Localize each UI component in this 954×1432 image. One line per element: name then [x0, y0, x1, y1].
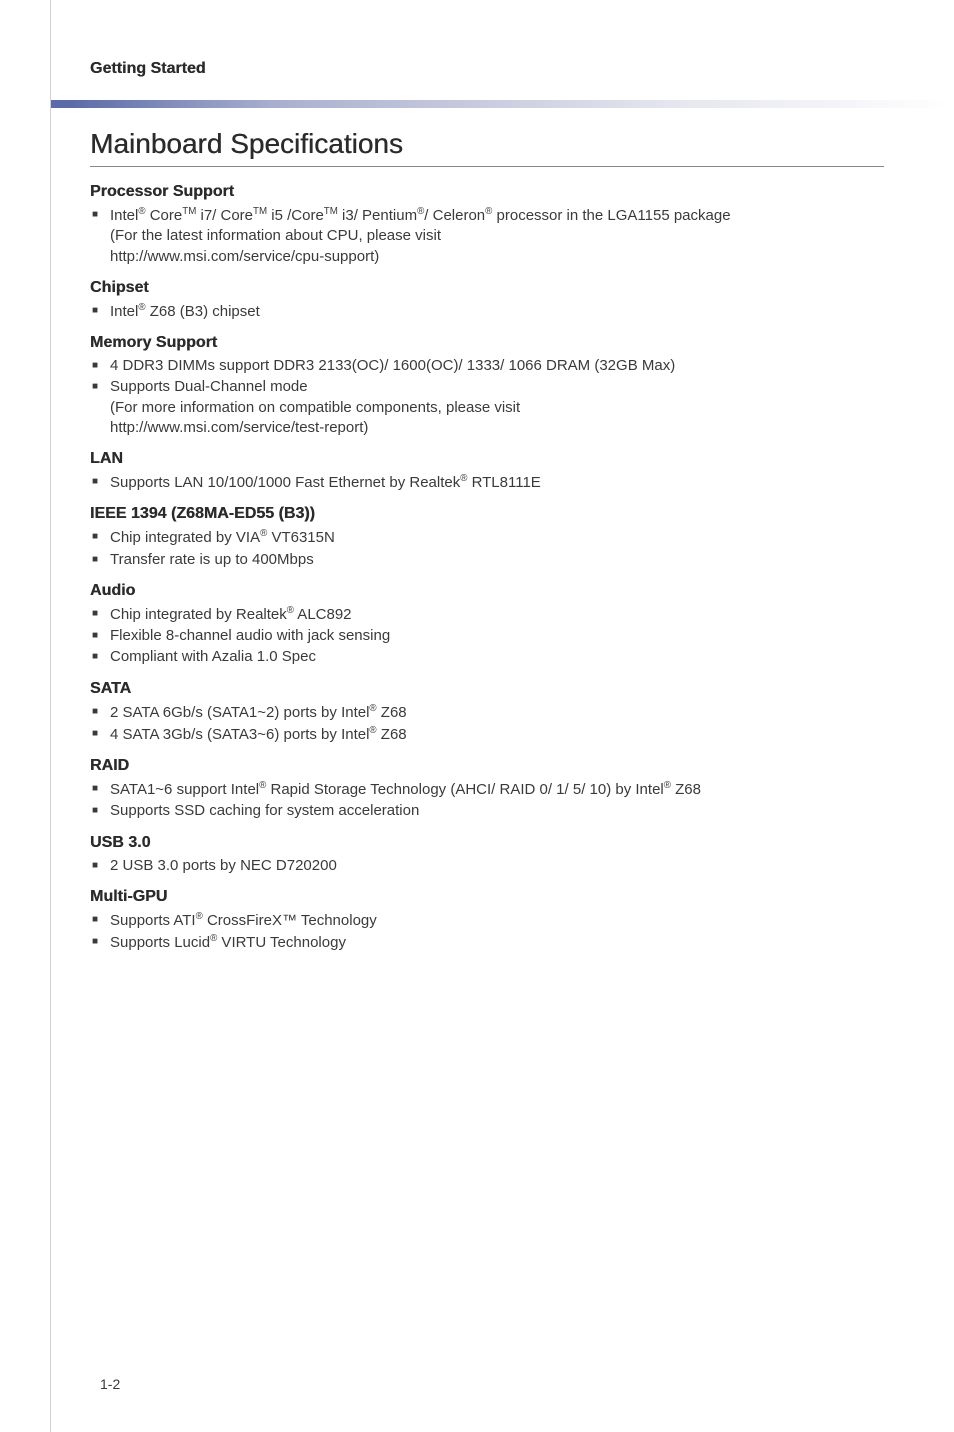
list-item: Flexible 8-channel audio with jack sensi… — [110, 626, 884, 646]
list-item: Chip integrated by Realtek® ALC892 — [110, 604, 884, 625]
item-text: Supports Dual-Channel mode — [110, 378, 308, 395]
header-gradient-bar — [50, 100, 954, 108]
list-item: 4 DDR3 DIMMs support DDR3 2133(OC)/ 1600… — [110, 356, 884, 376]
list-item: Compliant with Azalia 1.0 Spec — [110, 647, 884, 667]
left-margin-line — [0, 0, 51, 1432]
list-chipset: Intel® Z68 (B3) chipset — [90, 301, 884, 322]
heading-memory: Memory Support — [90, 334, 884, 352]
list-item: 2 SATA 6Gb/s (SATA1~2) ports by Intel® Z… — [110, 702, 884, 723]
list-item: Supports Lucid® VIRTU Technology — [110, 932, 884, 953]
list-item: 2 USB 3.0 ports by NEC D720200 — [110, 856, 884, 876]
list-item: Intel® Z68 (B3) chipset — [110, 301, 884, 322]
list-processor: Intel® CoreTM i7/ CoreTM i5 /CoreTM i3/ … — [90, 205, 884, 267]
list-audio: Chip integrated by Realtek® ALC892 Flexi… — [90, 604, 884, 668]
list-usb: 2 USB 3.0 ports by NEC D720200 — [90, 856, 884, 876]
list-item: Supports LAN 10/100/1000 Fast Ethernet b… — [110, 472, 884, 493]
heading-ieee: IEEE 1394 (Z68MA-ED55 (B3)) — [90, 505, 884, 523]
note-text: http://www.msi.com/service/test-report) — [110, 419, 368, 436]
list-raid: SATA1~6 support Intel® Rapid Storage Tec… — [90, 779, 884, 822]
heading-gpu: Multi-GPU — [90, 888, 884, 906]
list-item: Supports ATI® CrossFireX™ Technology — [110, 910, 884, 931]
section-header: Getting Started — [90, 60, 884, 78]
heading-usb: USB 3.0 — [90, 834, 884, 852]
note-text: (For more information on compatible comp… — [110, 399, 520, 416]
list-item: Transfer rate is up to 400Mbps — [110, 550, 884, 570]
heading-raid: RAID — [90, 757, 884, 775]
list-item: SATA1~6 support Intel® Rapid Storage Tec… — [110, 779, 884, 800]
list-sata: 2 SATA 6Gb/s (SATA1~2) ports by Intel® Z… — [90, 702, 884, 746]
list-item: Supports Dual-Channel mode (For more inf… — [110, 377, 884, 438]
list-item: Supports SSD caching for system accelera… — [110, 801, 884, 821]
heading-processor: Processor Support — [90, 183, 884, 201]
list-item: 4 SATA 3Gb/s (SATA3~6) ports by Intel® Z… — [110, 724, 884, 745]
heading-lan: LAN — [90, 450, 884, 468]
heading-chipset: Chipset — [90, 279, 884, 297]
list-memory: 4 DDR3 DIMMs support DDR3 2133(OC)/ 1600… — [90, 356, 884, 438]
item-text: Intel® CoreTM i7/ CoreTM i5 /CoreTM i3/ … — [110, 207, 731, 224]
title-underline — [90, 166, 884, 167]
list-ieee: Chip integrated by VIA® VT6315N Transfer… — [90, 527, 884, 570]
heading-sata: SATA — [90, 680, 884, 698]
list-gpu: Supports ATI® CrossFireX™ Technology Sup… — [90, 910, 884, 954]
page-title: Mainboard Specifications — [90, 128, 884, 160]
page-number: 1-2 — [100, 1376, 120, 1392]
list-item: Chip integrated by VIA® VT6315N — [110, 527, 884, 548]
list-lan: Supports LAN 10/100/1000 Fast Ethernet b… — [90, 472, 884, 493]
heading-audio: Audio — [90, 582, 884, 600]
note-text: (For the latest information about CPU, p… — [110, 227, 441, 244]
note-text: http://www.msi.com/service/cpu-support) — [110, 248, 379, 265]
list-item: Intel® CoreTM i7/ CoreTM i5 /CoreTM i3/ … — [110, 205, 884, 267]
page-container: Getting Started Mainboard Specifications… — [0, 0, 954, 1432]
